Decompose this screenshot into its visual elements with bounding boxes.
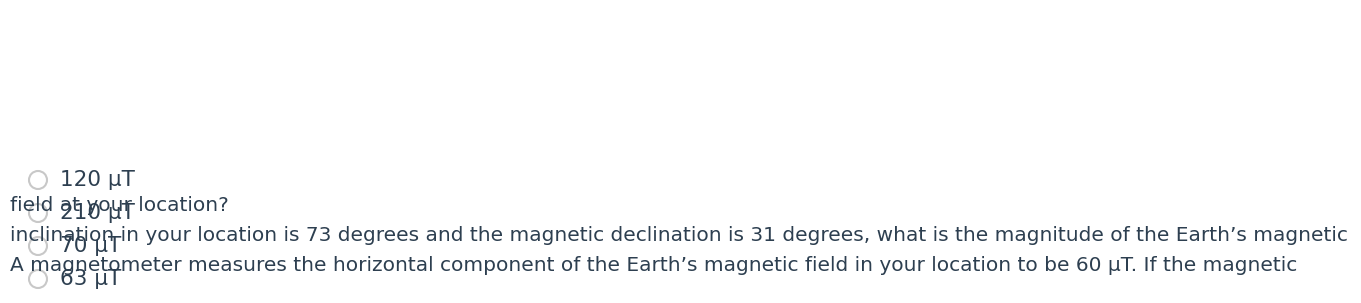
Text: 120 μT: 120 μT: [60, 170, 135, 190]
Text: field at your location?: field at your location?: [10, 196, 229, 215]
Text: 63 μT: 63 μT: [60, 269, 121, 289]
Text: 210 μT: 210 μT: [60, 203, 135, 223]
Text: 70 μT: 70 μT: [60, 236, 121, 256]
Text: A magnetometer measures the horizontal component of the Earth’s magnetic field i: A magnetometer measures the horizontal c…: [10, 256, 1297, 275]
Text: inclination in your location is 73 degrees and the magnetic declination is 31 de: inclination in your location is 73 degre…: [10, 226, 1347, 245]
